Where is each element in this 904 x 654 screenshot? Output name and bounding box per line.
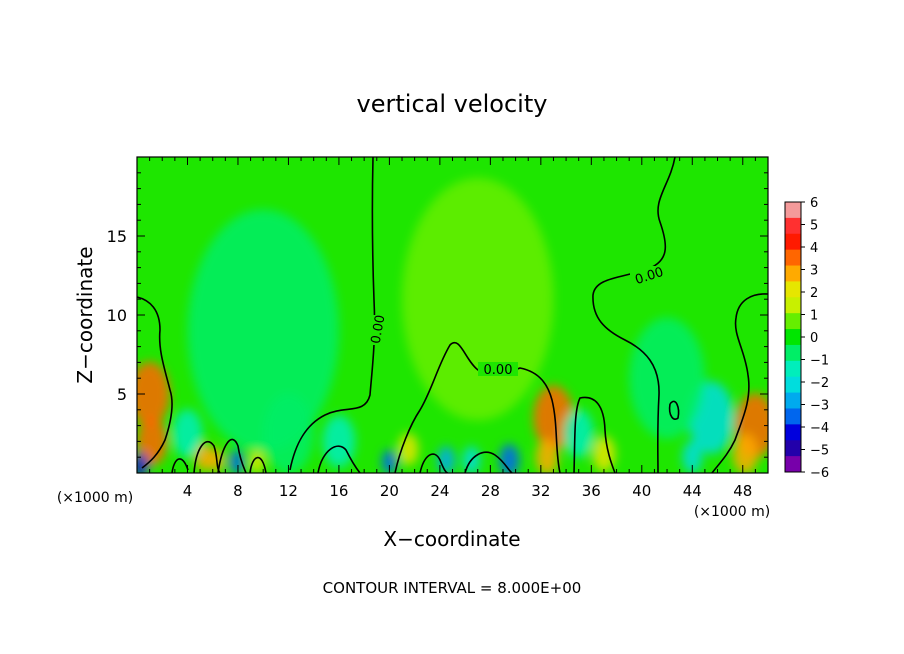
x-tick-label: 8 <box>233 482 243 500</box>
colorbar-swatch <box>785 217 801 235</box>
x-tick-label: 40 <box>632 482 651 500</box>
heatmap-region <box>137 361 170 427</box>
colorbar-swatch <box>785 360 801 378</box>
x-tick-label: 32 <box>531 482 550 500</box>
contour-interval-note: CONTOUR INTERVAL = 8.000E+00 <box>323 579 582 597</box>
colorbar: 6 5 4 3 2 1 0 −1 −2 −3 −4 −5 −6 <box>784 196 829 481</box>
heatmap-region <box>187 209 339 452</box>
contour-small-1 <box>171 458 189 473</box>
heatmap-region <box>629 317 705 439</box>
heatmap-field <box>137 178 768 473</box>
colorbar-tick-label: 5 <box>810 219 818 234</box>
colorbar-swatch <box>785 265 801 282</box>
contour-line-center <box>289 157 376 471</box>
zero-contours <box>137 157 768 473</box>
heatmap-region <box>437 446 456 473</box>
x-tick-label: 44 <box>683 482 702 500</box>
heatmap-region <box>499 444 520 473</box>
contour-line-left <box>137 296 173 469</box>
colorbar-tick-label: 3 <box>810 264 818 279</box>
y-axis-label: Z−coordinate <box>73 246 97 383</box>
x-tick-label: 12 <box>279 482 298 500</box>
colorbar-swatch <box>785 408 801 425</box>
x-tick-label: 36 <box>582 482 601 500</box>
contour-small-3 <box>217 438 247 473</box>
colorbar-tick-label: 1 <box>810 309 818 324</box>
heatmap-region <box>172 409 203 458</box>
contour-small-6 <box>419 453 449 473</box>
colorbar-tick-label: 4 <box>810 241 818 256</box>
colorbar-swatch <box>785 456 801 473</box>
contour-label-1: 0.00 <box>369 314 389 345</box>
contour-small-7 <box>464 451 513 473</box>
colorbar-tick-label: −2 <box>810 376 829 391</box>
heatmap-region <box>533 385 574 451</box>
colorbar-swatch <box>785 202 801 219</box>
colorbar-swatch <box>785 297 801 314</box>
heatmap-region <box>592 435 616 473</box>
colorbar-swatch <box>785 376 801 394</box>
colorbar-swatch <box>785 281 801 298</box>
y-tick-label: 5 <box>117 385 127 404</box>
x-tick-label: 16 <box>329 482 348 500</box>
colorbar-tick-label: −4 <box>810 421 829 436</box>
colorbar-tick-label: 2 <box>810 286 818 301</box>
x-tick-label: 28 <box>481 482 500 500</box>
heatmap-region <box>137 417 168 466</box>
y-tick-label: 10 <box>107 306 127 325</box>
heatmap-region <box>563 409 594 458</box>
x-tick-label: 20 <box>380 482 399 500</box>
heatmap-region <box>137 452 149 473</box>
heatmap-region <box>732 433 758 473</box>
x-tick-label: 48 <box>733 482 752 500</box>
heatmap-region <box>322 415 356 468</box>
colorbar-tick-label: 6 <box>810 196 818 211</box>
contour-label-2: 0.00 <box>484 363 513 378</box>
y-tick-label: 15 <box>107 227 127 246</box>
colorbar-tick-label: −5 <box>810 444 829 459</box>
x-unit-right: (×1000 m) <box>694 504 770 520</box>
colorbar-swatch <box>785 424 801 441</box>
colorbar-tick-label: −1 <box>810 354 829 369</box>
colorbar-swatch <box>785 329 801 346</box>
contour-line-far-right <box>711 293 768 473</box>
contour-small-4 <box>249 456 267 473</box>
heatmap-region <box>249 449 265 473</box>
colorbar-swatch <box>785 313 801 330</box>
chart-title: vertical velocity <box>357 90 548 118</box>
colorbar-tick-label: −3 <box>810 399 829 414</box>
contour-line-middle <box>394 341 561 473</box>
heatmap-region <box>402 178 554 421</box>
x-tick-label: 24 <box>430 482 449 500</box>
contour-small-8 <box>573 396 616 473</box>
colorbar-swatch <box>785 392 801 409</box>
heatmap-region <box>535 439 559 473</box>
x-tick-label: 4 <box>183 482 193 500</box>
x-axis-label: X−coordinate <box>383 527 520 551</box>
colorbar-swatch <box>785 440 801 457</box>
colorbar-swatch <box>785 233 801 251</box>
y-axis: 5 10 15 <box>107 172 768 458</box>
colorbar-tick-label: −6 <box>810 466 829 481</box>
heatmap-region <box>398 433 419 466</box>
contour-line-right <box>592 157 676 473</box>
heatmap-region <box>682 441 703 473</box>
heatmap-region <box>381 449 397 473</box>
colorbar-tick-label: 0 <box>810 331 818 346</box>
contour-small-5 <box>317 445 361 473</box>
x-axis: 4 8 12 16 20 24 28 32 36 40 44 48 <box>149 157 756 500</box>
contour-small-2 <box>193 440 221 473</box>
colorbar-swatch <box>785 249 801 267</box>
x-unit-left: (×1000 m) <box>57 490 133 506</box>
colorbar-swatch <box>785 344 801 362</box>
contour-small-9 <box>668 400 680 420</box>
